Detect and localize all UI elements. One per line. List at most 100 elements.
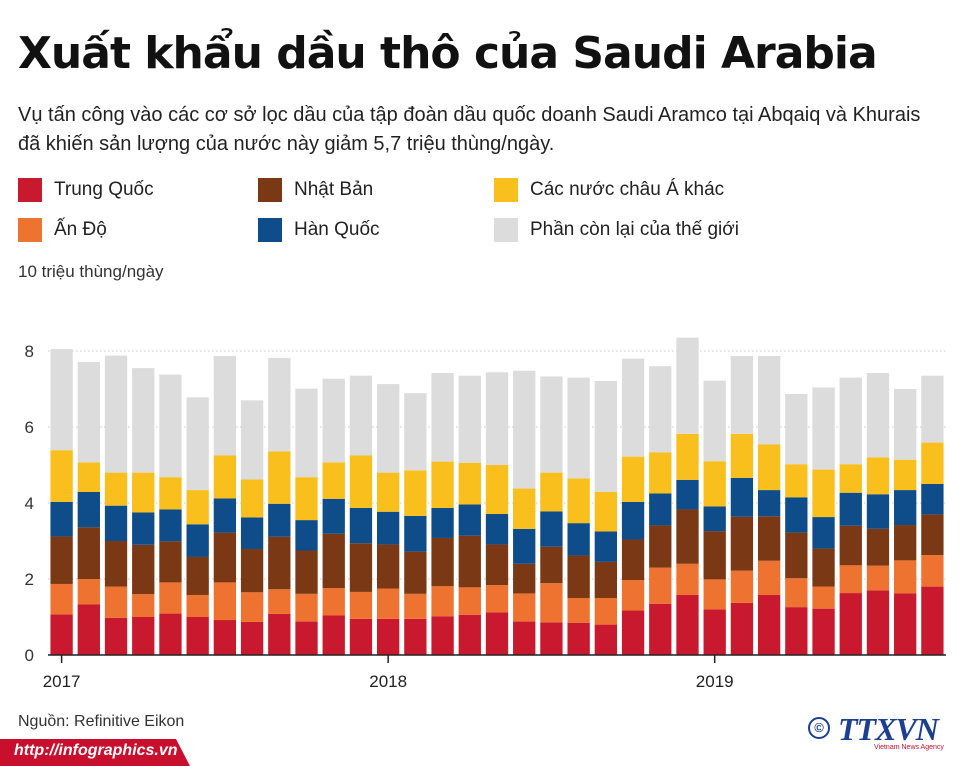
- bar-segment-india: [376, 588, 400, 619]
- bar-segment-other_asia: [431, 461, 454, 508]
- bar-segment-rest: [567, 377, 590, 479]
- bar-segment-china: [349, 618, 373, 655]
- x-tick-label: 2018: [369, 672, 407, 691]
- legend-label-other-asia: Các nước châu Á khác: [530, 179, 725, 200]
- bar-segment-japan: [757, 516, 781, 561]
- bar-segment-china: [649, 603, 672, 655]
- bar-segment-china: [676, 594, 699, 655]
- bar-segment-japan: [77, 527, 100, 579]
- bar-segment-china: [757, 594, 781, 655]
- bar-segment-rest: [785, 393, 808, 465]
- legend-label-korea: Hàn Quốc: [294, 219, 380, 240]
- bar-segment-rest: [77, 362, 100, 463]
- bar-segment-other_asia: [322, 462, 345, 499]
- bar-segment-other_asia: [785, 464, 808, 498]
- bar-segment-china: [621, 610, 645, 655]
- bar-segment-india: [921, 555, 944, 587]
- bar-segment-india: [186, 594, 209, 617]
- bar-segment-china: [921, 586, 944, 655]
- bar-segment-korea: [322, 498, 345, 534]
- bar-segment-rest: [349, 375, 373, 456]
- bar-segment-india: [240, 592, 264, 622]
- bar-segment-korea: [567, 523, 590, 556]
- legend-label-india: Ấn Độ: [54, 219, 107, 240]
- bar-segment-japan: [649, 525, 672, 568]
- bar-segment-rest: [268, 357, 291, 452]
- bar-segment-korea: [649, 493, 672, 526]
- bar-segment-korea: [349, 507, 373, 544]
- subtitle: Vụ tấn công vào các cơ sở lọc dầu của tậ…: [18, 104, 921, 155]
- bar-segment-china: [703, 609, 726, 655]
- bar-segment-korea: [458, 504, 481, 536]
- bar-segment-other_asia: [621, 456, 645, 502]
- logo-tagline: Vietnam News Agency: [874, 744, 944, 751]
- bar-segment-other_asia: [594, 491, 617, 532]
- bar-segment-china: [404, 618, 427, 655]
- bar-segment-china: [513, 621, 536, 655]
- bar-segment-japan: [240, 548, 264, 593]
- bar-segment-india: [649, 567, 672, 604]
- source-note: Nguồn: Refinitive Eikon: [18, 713, 185, 730]
- bar-segment-other_asia: [132, 472, 155, 513]
- bar-segment-korea: [839, 492, 862, 526]
- legend-swatch-rest: [494, 218, 518, 242]
- bar-segment-japan: [186, 556, 209, 595]
- copyright-icon: ©: [808, 717, 830, 739]
- bar-segment-india: [839, 565, 862, 594]
- bar-segment-other_asia: [703, 461, 726, 507]
- bar-segment-other_asia: [376, 472, 400, 512]
- bar-segment-rest: [295, 388, 318, 478]
- bar-segment-japan: [132, 544, 155, 595]
- bar-segment-korea: [376, 511, 400, 545]
- bar-segment-india: [757, 560, 781, 595]
- bar-segment-china: [594, 624, 617, 655]
- bar-segment-rest: [404, 393, 427, 471]
- bar-segment-japan: [404, 551, 427, 594]
- bar-segment-india: [295, 593, 318, 622]
- bar-segment-japan: [295, 550, 318, 594]
- bar-segment-other_asia: [104, 472, 128, 506]
- bar-segment-india: [812, 586, 835, 609]
- bar-segment-rest: [703, 380, 726, 462]
- footer-url-link[interactable]: http://infographics.vn: [14, 742, 178, 759]
- bar-segment-other_asia: [812, 469, 835, 518]
- bar-segment-japan: [513, 563, 536, 594]
- bar-segment-rest: [240, 400, 264, 480]
- bar-segment-other_asia: [159, 477, 182, 510]
- bar-segment-india: [268, 589, 291, 614]
- bar-segment-korea: [757, 490, 781, 517]
- bar-segment-japan: [50, 536, 73, 584]
- bar-segment-korea: [785, 497, 808, 533]
- x-tick-label: 2017: [43, 672, 81, 691]
- bar-segment-china: [322, 615, 345, 655]
- bar-segment-korea: [594, 531, 617, 562]
- bar-segment-other_asia: [485, 465, 509, 515]
- bar-segment-japan: [594, 561, 617, 598]
- bar-segment-india: [77, 579, 100, 605]
- bar-segment-china: [77, 604, 100, 655]
- bar-segment-rest: [921, 375, 944, 443]
- bar-segment-rest: [621, 358, 645, 457]
- bar-segment-china: [812, 608, 835, 655]
- bar-segment-other_asia: [676, 433, 699, 480]
- bar-segment-india: [404, 593, 427, 619]
- bar-segment-japan: [894, 525, 917, 561]
- bar-segment-korea: [921, 484, 944, 515]
- bar-segment-rest: [676, 337, 699, 434]
- bar-segment-other_asia: [458, 462, 481, 505]
- bar-segment-japan: [485, 544, 509, 586]
- bar-segment-rest: [186, 397, 209, 491]
- bar-segment-india: [703, 579, 726, 610]
- legend-label-china: Trung Quốc: [54, 179, 154, 200]
- bar-segment-rest: [50, 349, 73, 451]
- bar-segment-korea: [676, 479, 699, 510]
- bar-segment-korea: [730, 477, 754, 517]
- bar-segment-india: [894, 560, 917, 594]
- bar-segment-korea: [104, 505, 128, 541]
- bar-segment-rest: [322, 378, 345, 463]
- bar-segment-other_asia: [567, 478, 590, 524]
- bar-segment-china: [866, 590, 890, 655]
- page-title: Xuất khẩu dầu thô của Saudi Arabia: [18, 28, 878, 79]
- bar-segment-other_asia: [213, 455, 237, 499]
- bar-segment-korea: [132, 512, 155, 545]
